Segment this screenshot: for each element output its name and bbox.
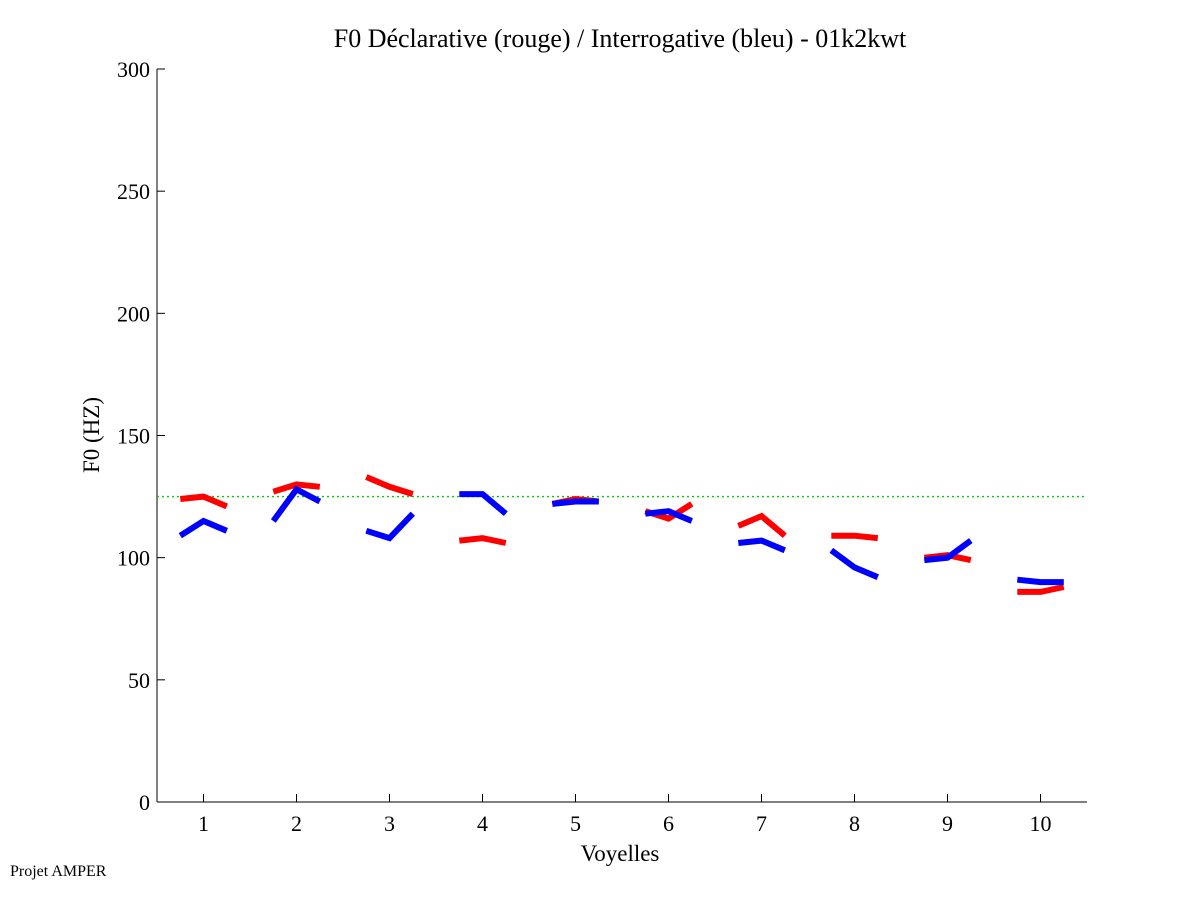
red-series-segment-7 xyxy=(737,512,787,538)
x-tick-label: 10 xyxy=(1030,811,1052,836)
y-tick-label: 300 xyxy=(117,57,150,82)
blue-series-segment-10 xyxy=(1016,576,1064,586)
chart-title: F0 Déclarative (rouge) / Interrogative (… xyxy=(334,24,907,53)
blue-series-segment-4 xyxy=(459,491,508,516)
red-series-segment-1 xyxy=(179,493,228,510)
red-series-segment-10 xyxy=(1017,584,1065,595)
x-tick-label: 7 xyxy=(756,811,767,836)
x-tick-label: 4 xyxy=(477,811,488,836)
x-tick-label: 8 xyxy=(849,811,860,836)
y-tick-label: 100 xyxy=(117,546,150,571)
x-tick-label: 2 xyxy=(291,811,302,836)
red-series-segment-4 xyxy=(458,535,507,546)
x-tick-label: 3 xyxy=(384,811,395,836)
red-series-segment-2 xyxy=(272,481,321,495)
blue-series-segment-8 xyxy=(829,547,879,580)
y-tick-label: 150 xyxy=(117,424,150,449)
plot-area: 0 50 100 150 200 250 300 1 2 3 4 5 6 7 8 9 10 xyxy=(117,57,1087,836)
blue-series-segment-2 xyxy=(270,485,322,523)
blue-series-segment-6 xyxy=(644,508,693,524)
blue-series-segment-9 xyxy=(923,538,973,564)
y-axis-label: F0 (HZ) xyxy=(79,397,104,473)
x-tick-label: 6 xyxy=(663,811,674,836)
x-tick-label: 1 xyxy=(198,811,209,836)
x-tick-label: 9 xyxy=(942,811,953,836)
blue-series-segment-1 xyxy=(178,517,228,539)
blue-series-segment-5 xyxy=(551,498,599,507)
red-series-segment-3 xyxy=(365,474,414,497)
y-tick-label: 50 xyxy=(128,668,150,693)
footer-credit: Projet AMPER xyxy=(10,863,107,880)
red-series-segment-8 xyxy=(831,532,879,542)
blue-series-segment-7 xyxy=(737,537,786,554)
blue-series-segment-3 xyxy=(365,511,415,542)
y-tick-label: 200 xyxy=(117,301,150,326)
y-tick-label: 0 xyxy=(139,790,150,815)
x-axis-label: Voyelles xyxy=(581,841,660,866)
x-tick-label: 5 xyxy=(570,811,581,836)
y-tick-label: 250 xyxy=(117,179,150,204)
